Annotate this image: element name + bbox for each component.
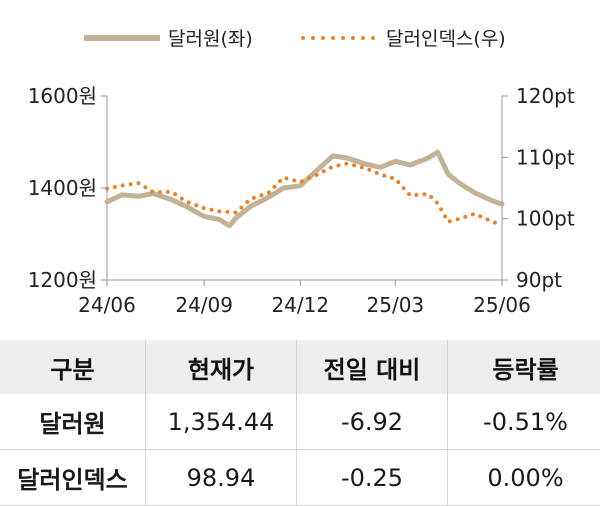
series-layer [107,152,502,226]
table-row: 달러인덱스 98.94 -0.25 0.00% [0,450,600,506]
header-category: 구분 [0,340,146,394]
legend-label-dxy: 달러인덱스(우) [386,28,506,50]
left-tick-label: 1600원 [28,84,97,108]
right-tick-label: 90pt [516,268,562,292]
cell-current-price: 1,354.44 [146,394,297,450]
row-label: 달러인덱스 [0,450,146,506]
header-change-rate: 등락률 [448,340,600,394]
right-tick-label: 100pt [516,207,575,231]
left-tick-label: 1200원 [28,268,97,292]
legend-label-usdkrw: 달러원(좌) [168,28,253,50]
table-header-row: 구분 현재가 전일 대비 등락률 [0,340,600,394]
x-axis: 24/06 24/09 24/12 25/03 25/06 [78,280,531,317]
row-label: 달러원 [0,394,146,450]
cell-change-rate: 0.00% [448,450,600,506]
x-tick-label: 24/12 [271,293,329,317]
x-tick-label: 25/03 [367,293,425,317]
left-axis: 1600원 1400원 1200원 [28,84,107,292]
summary-table: 구분 현재가 전일 대비 등락률 달러원 1,354.44 -6.92 -0.5… [0,340,600,506]
right-tick-label: 120pt [516,84,575,108]
cell-current-price: 98.94 [146,450,297,506]
series-line-dxy [107,164,502,226]
right-tick-label: 110pt [516,145,575,169]
x-tick-label: 24/09 [175,293,233,317]
left-tick-label: 1400원 [28,176,97,200]
x-tick-label: 24/06 [78,293,136,317]
x-tick-label: 25/06 [473,293,531,317]
legend: 달러원(좌) 달러인덱스(우) [84,28,506,50]
cell-change-rate: -0.51% [448,394,600,450]
cell-change: -6.92 [297,394,448,450]
header-change: 전일 대비 [297,340,448,394]
plot-frame [107,96,502,280]
header-current-price: 현재가 [146,340,297,394]
cell-change: -0.25 [297,450,448,506]
exchange-rate-chart: 달러원(좌) 달러인덱스(우) 1600원 1400원 1200원 120pt 110… [0,0,600,330]
right-axis: 120pt 110pt 100pt 90pt [502,84,575,292]
series-line-usdkrw [107,152,502,226]
table-row: 달러원 1,354.44 -6.92 -0.51% [0,394,600,450]
